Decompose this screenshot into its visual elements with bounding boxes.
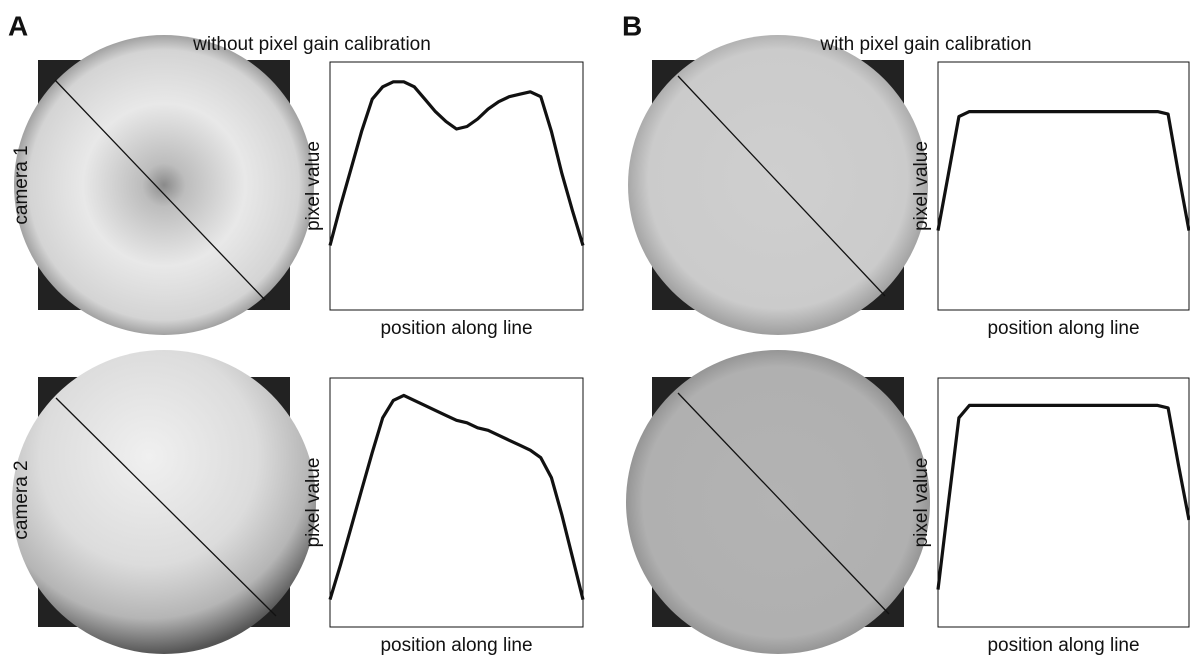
panel-title: with pixel gain calibration: [819, 34, 1031, 55]
y-axis-label: pixel value: [911, 141, 932, 231]
profile-line: [936, 403, 1190, 590]
y-axis-label: pixel value: [303, 141, 324, 231]
x-axis-label: position along line: [380, 635, 532, 656]
plot-frame: [937, 377, 1190, 628]
profile-line: [328, 80, 585, 246]
x-axis-label: position along line: [380, 318, 532, 339]
camera-image: [14, 35, 314, 335]
profile-line: [328, 393, 585, 601]
panel-label: A: [8, 10, 28, 41]
plot-frame: [329, 61, 584, 311]
panel-label: B: [622, 10, 642, 41]
x-axis-label: position along line: [987, 635, 1139, 656]
panel-title: without pixel gain calibration: [192, 34, 431, 55]
camera-image: [628, 35, 928, 335]
camera-image: [12, 350, 316, 654]
y-axis-label: pixel value: [911, 458, 932, 548]
y-axis-label: pixel value: [303, 458, 324, 548]
profile-line: [936, 110, 1190, 231]
plot-frame: [329, 377, 584, 628]
row-label: camera 2: [11, 460, 32, 539]
x-axis-label: position along line: [987, 318, 1139, 339]
camera-image: [626, 350, 930, 654]
plot-frame: [937, 61, 1190, 311]
row-label: camera 1: [11, 145, 32, 224]
